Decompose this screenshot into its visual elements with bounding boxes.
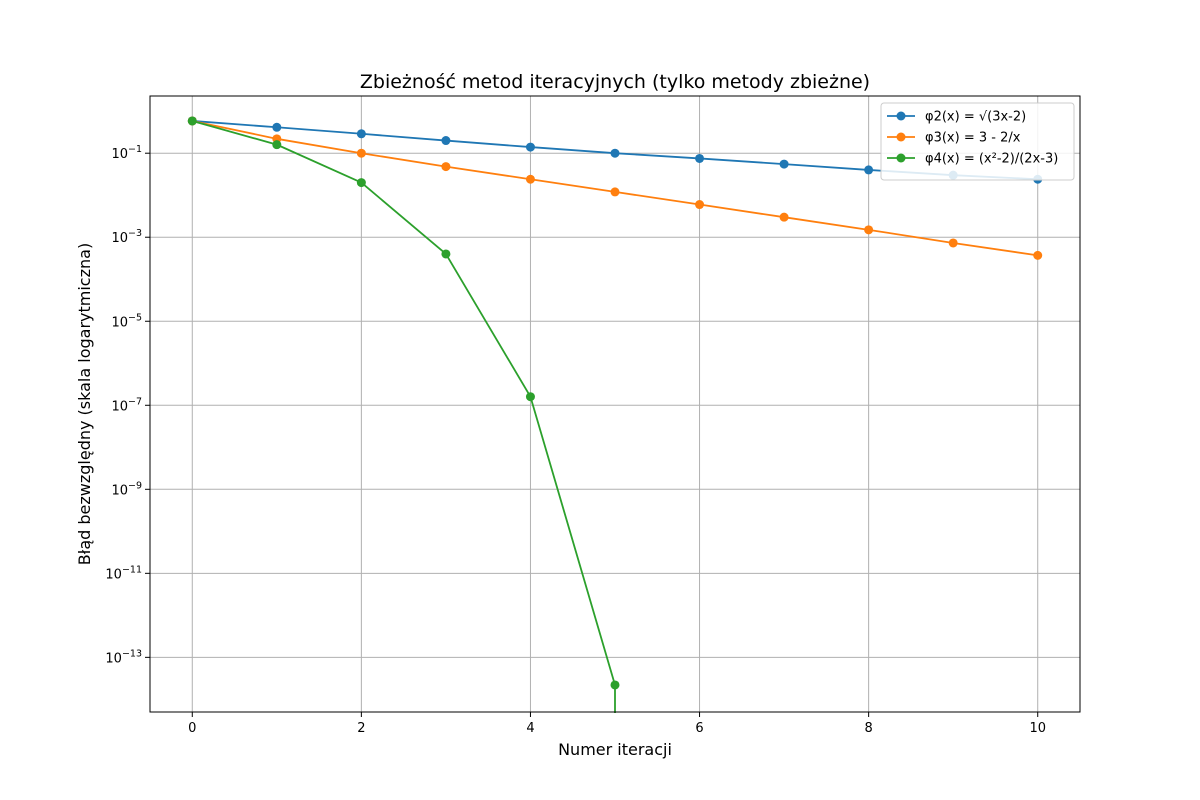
x-tick-label: 10 [1029, 721, 1046, 736]
series-1-point [779, 159, 789, 169]
series-1-point [864, 165, 874, 175]
legend-label: φ2(x) = √(3x-2) [925, 110, 1026, 125]
x-tick-label: 0 [188, 721, 196, 736]
series-1-point [272, 122, 282, 132]
x-tick-label: 4 [526, 721, 534, 736]
series-1-point [525, 142, 535, 152]
series-1-point [695, 153, 705, 163]
series-2-point [695, 200, 705, 210]
series-2-point [441, 162, 451, 172]
series-1-point [356, 129, 366, 139]
series-3-point [272, 140, 282, 150]
y-tick-label: 10−11 [105, 564, 142, 582]
chart-title: Zbieżność metod iteracyjnych (tylko meto… [360, 71, 870, 93]
y-tick-label: 10−3 [111, 228, 142, 246]
y-tick-label: 10−1 [111, 144, 142, 162]
series-1-point [441, 136, 451, 146]
legend-item: φ2(x) = √(3x-2) [887, 110, 1026, 125]
y-tick-label: 10−13 [105, 648, 142, 666]
x-tick-label: 8 [864, 721, 872, 736]
legend-marker [896, 153, 906, 163]
series-2-point [610, 187, 620, 197]
x-axis-title: Numer iteracji [558, 740, 672, 759]
series-2-point [779, 212, 789, 222]
series-3-point [441, 249, 451, 259]
x-tick-label: 2 [357, 721, 365, 736]
y-tick-label: 10−5 [111, 312, 142, 330]
y-tick-label: 10−9 [111, 480, 142, 498]
series-3-point [187, 116, 197, 126]
legend-item: φ3(x) = 3 - 2/x [887, 131, 1021, 146]
legend-label: φ4(x) = (x²-2)/(2x-3) [925, 152, 1058, 167]
plot-area-frame [149, 95, 1081, 713]
legend-label: φ3(x) = 3 - 2/x [925, 131, 1021, 146]
series-3 [187, 116, 620, 713]
series-3-point [610, 680, 620, 690]
series-3-point [356, 178, 366, 188]
series-2-point [864, 225, 874, 235]
series-2-point [1033, 250, 1043, 260]
series-3-point [525, 392, 535, 402]
series-1-point [610, 148, 620, 158]
series-2-point [356, 148, 366, 158]
grid [150, 96, 1080, 712]
legend: φ2(x) = √(3x-2) φ3(x) = 3 - 2/x φ4(x) = (x… [880, 102, 1075, 181]
legend-marker [896, 111, 906, 121]
y-tick-label: 10−7 [111, 396, 142, 414]
axis-ticks: 0 2 4 6 8 10 10−1 10−3 10−5 10−7 10−9 10−11 10−13 [105, 144, 1046, 736]
legend-box [880, 102, 1075, 181]
y-axis-title: Błąd bezwzględny (skala logarytmiczna) [75, 243, 94, 565]
series-2-point [948, 238, 958, 248]
x-tick-label: 6 [695, 721, 703, 736]
series-2-point [525, 174, 535, 184]
legend-item: φ4(x) = (x²-2)/(2x-3) [887, 152, 1058, 167]
legend-marker [896, 132, 906, 142]
